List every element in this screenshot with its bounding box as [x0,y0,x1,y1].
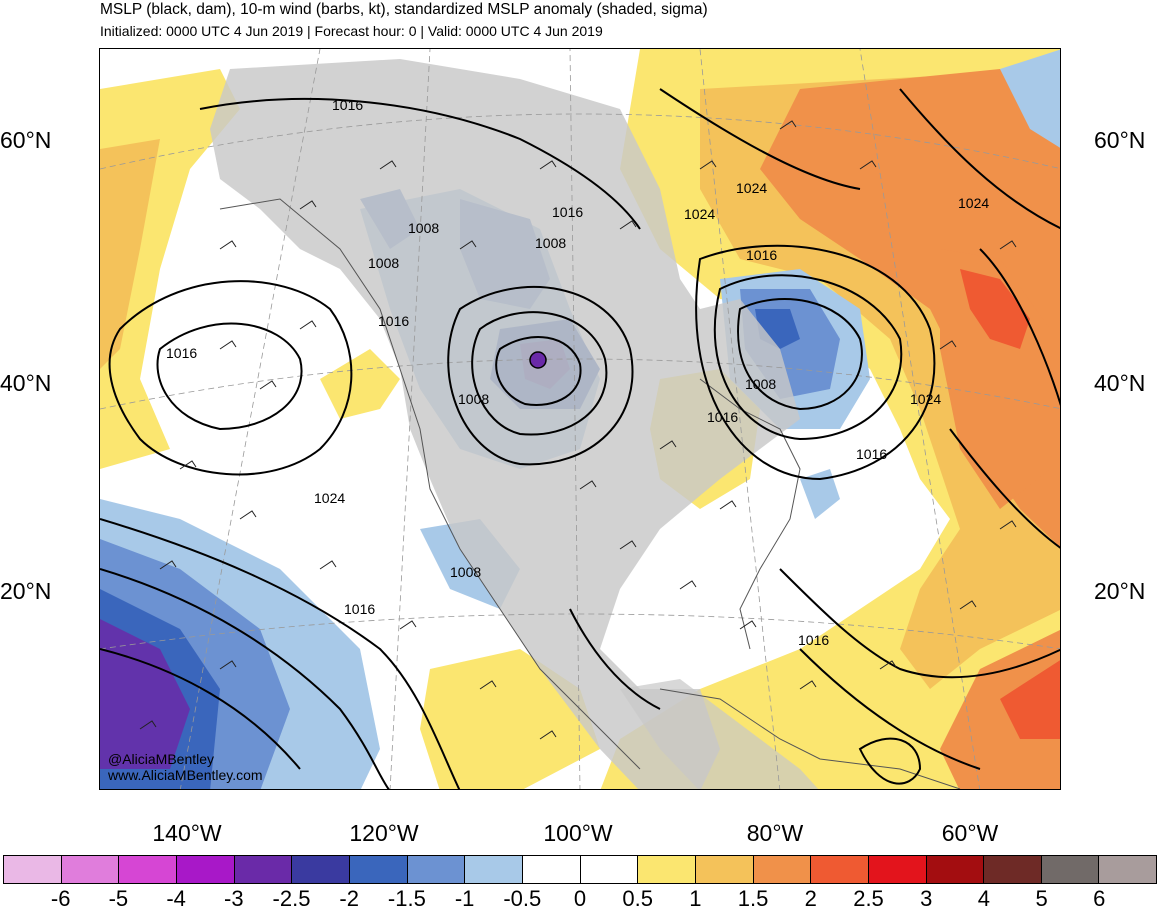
isobar-label: 1024 [736,180,768,196]
colorbar-swatch [984,856,1042,883]
isobar-label: 1024 [958,195,990,211]
colorbar-swatch [176,856,235,883]
colorbar-swatch [580,856,639,883]
wind-barbs [139,120,1017,740]
colorbar-tick-label: -2.5 [272,886,311,911]
lon-label-100w: 100°W [543,820,613,846]
anomaly-positive-caribbean [940,629,1060,789]
colorbar-tick-label: -4 [166,886,186,911]
anomaly-positive-pacific-west-1p5 [100,139,160,369]
lat-label-20n-right: 20°N [1094,578,1146,604]
colorbar-swatch [465,856,523,883]
colorbar-tick-label: -2 [339,886,359,911]
colorbar-tick-label: 4 [977,886,991,911]
anomaly-colorbar [3,855,1157,884]
colorbar-swatch [753,856,812,883]
colorbar-swatch [811,856,869,883]
colorbar-swatch [1099,856,1157,883]
map-title: MSLP (black, dam), 10-m wind (barbs, kt)… [100,1,708,18]
map-canvas [100,49,1060,789]
isobars [100,88,1060,789]
colorbar-swatch [695,856,754,883]
colorbar-tick-label: 0 [573,886,587,911]
isobar-label: 1016 [856,446,888,462]
anomaly-negative-greenland [1000,49,1060,148]
low-pressure-center-marker [529,351,547,369]
colorbar-swatch [234,856,293,883]
colorbar-tick-label: -3 [224,886,244,911]
lon-label-60w: 60°W [941,820,999,846]
colorbar-swatch [926,856,985,883]
land-north-america [210,59,800,789]
colorbar-tick-label: -5 [108,886,129,911]
isobar-label: 1008 [745,376,777,392]
colorbar-tick-label: -0.5 [503,886,542,911]
isobar-label: 1016 [707,409,739,425]
colorbar-tick-label: 1 [689,886,702,911]
colorbar-swatch [522,856,581,883]
isobar-label: 1008 [368,255,400,271]
isobar-label: 1016 [166,345,198,361]
lon-label-140w: 140°W [152,820,222,846]
colorbar-swatch [292,856,350,883]
isobar-label: 1016 [798,632,830,648]
colorbar-tick-label: 3 [920,886,933,911]
colorbar-swatch [119,856,177,883]
lat-label-60n-left: 60°N [0,127,52,153]
isobar-label: 1008 [408,220,440,236]
colorbar-swatch [4,856,62,883]
anomaly-positive-atlantic-2p5 [960,269,1030,349]
colorbar-tick-label: 6 [1093,886,1106,911]
anomaly-positive-caribbean-2p5 [1000,660,1060,739]
colorbar-tick-label: -1 [454,886,475,911]
colorbar-tick-label: 0.5 [622,886,653,911]
isobar-label: 1008 [535,235,567,251]
colorbar-tick-label: 2.5 [853,886,884,911]
map-subtitle: Initialized: 0000 UTC 4 Jun 2019 | Forec… [100,23,603,39]
colorbar-tick-label: 1.5 [737,886,769,911]
colorbar-tick-label: -1.5 [387,886,426,911]
lon-label-120w: 120°W [349,820,419,846]
isobar-label: 1008 [450,564,482,580]
lat-label-40n-right: 40°N [1094,370,1146,396]
anomaly-negative-atlantic-small [800,469,840,519]
colorbar-swatch [61,856,120,883]
anomaly-negative-pacific-sw-2p5 [100,619,190,769]
isobar-label: 1024 [314,490,346,506]
isobar-label: 1024 [910,391,942,407]
lon-label-80w: 80°W [746,820,804,846]
colorbar-swatch [349,856,408,883]
colorbar-swatch [868,856,927,883]
isobar-label: 1024 [684,206,716,222]
weather-map: 1016 1008 1008 1016 1008 1016 1016 1008 … [99,48,1061,790]
credit-site: www.AliciaMBentley.com [108,767,263,783]
isobar-label: 1016 [552,204,584,220]
lat-label-60n-right: 60°N [1094,127,1146,153]
colorbar-tick-label: -6 [50,886,71,911]
isobar-label: 1008 [458,391,490,407]
isobar-label: 1016 [378,313,410,329]
colorbar-tick-label: 5 [1035,886,1048,911]
isobar-label: 1016 [746,247,778,263]
lat-label-20n-left: 20°N [0,578,52,604]
colorbar-swatch [407,856,466,883]
colorbar-tick-label: 2 [804,886,817,911]
credit-handle: @AliciaMBentley [108,751,215,767]
colorbar-swatch [638,856,696,883]
colorbar-swatch [1041,856,1100,883]
anomaly-positive-westcoast [320,349,400,419]
isobar-label: 1016 [344,601,376,617]
lat-label-40n-left: 40°N [0,370,52,396]
coastlines [219,198,961,789]
land-central-america [620,679,819,789]
isobar-label: 1016 [332,97,364,113]
